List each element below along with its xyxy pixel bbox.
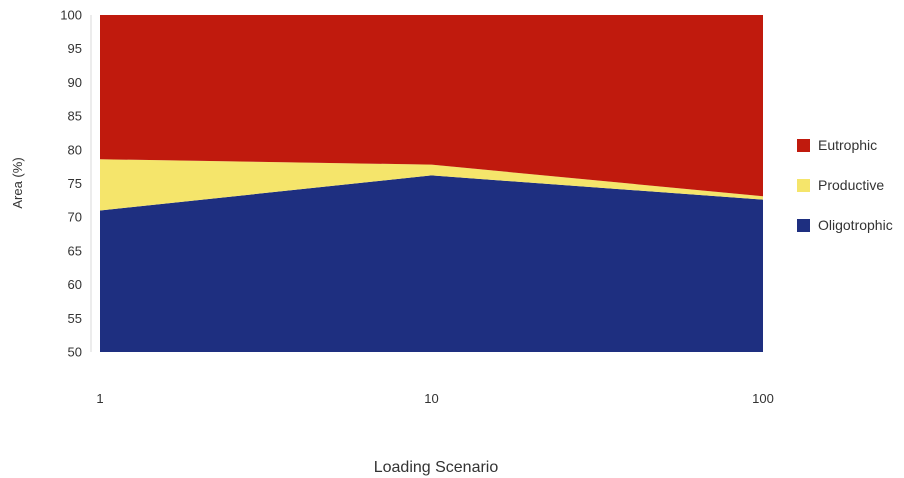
- y-tick-label: 90: [68, 75, 82, 90]
- legend: Eutrophic Productive Oligotrophic: [797, 137, 893, 233]
- x-axis: 1 10 100: [96, 391, 773, 406]
- y-tick-label: 75: [68, 176, 82, 191]
- legend-label-productive: Productive: [818, 177, 884, 193]
- legend-label-eutrophic: Eutrophic: [818, 137, 877, 153]
- legend-swatch-oligotrophic: [797, 219, 810, 232]
- y-axis: 50 55 60 65 70 75 80 85 90 95 100: [60, 8, 91, 360]
- x-tick-label: 1: [96, 391, 103, 406]
- legend-swatch-eutrophic: [797, 139, 810, 152]
- y-tick-label: 70: [68, 210, 82, 225]
- y-tick-label: 80: [68, 142, 82, 157]
- x-axis-title: Loading Scenario: [374, 459, 499, 476]
- x-tick-label: 10: [424, 391, 438, 406]
- y-axis-title: Area (%): [10, 157, 25, 208]
- y-tick-label: 95: [68, 41, 82, 56]
- plot-area: [100, 15, 763, 352]
- y-tick-label: 55: [68, 311, 82, 326]
- legend-label-oligotrophic: Oligotrophic: [818, 217, 893, 233]
- y-tick-label: 65: [68, 243, 82, 258]
- x-tick-label: 100: [752, 391, 774, 406]
- y-tick-label: 85: [68, 109, 82, 124]
- y-tick-label: 50: [68, 345, 82, 360]
- area-oligotrophic: [100, 175, 763, 352]
- legend-swatch-productive: [797, 179, 810, 192]
- y-tick-label: 60: [68, 277, 82, 292]
- y-tick-label: 100: [60, 8, 82, 23]
